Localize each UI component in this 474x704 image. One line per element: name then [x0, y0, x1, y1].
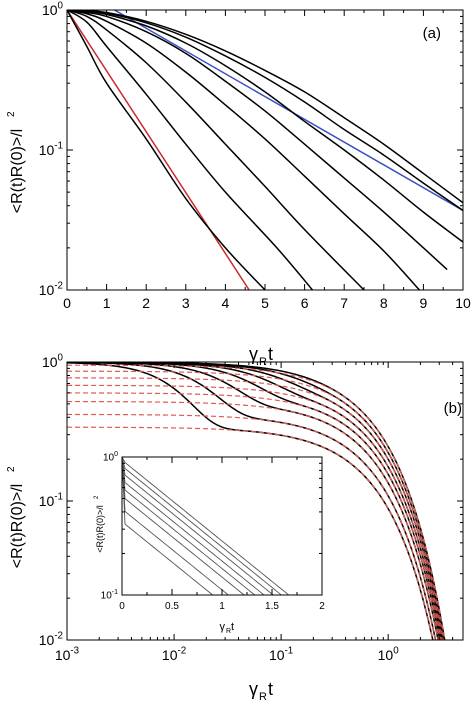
- inset-ylabel-sup: 2: [94, 495, 100, 499]
- inset-plot-area: [122, 457, 290, 595]
- panel-b-fit-2: [67, 413, 437, 640]
- x-tick-label: 4: [222, 295, 230, 311]
- panel-a-axes: 0 1 2 3 4 5 6 7 8 9 10 10-2 10-1 100: [39, 1, 471, 311]
- panel-b-xlabel-sub: R: [259, 691, 267, 703]
- x-tick-label: 6: [301, 295, 309, 311]
- x-tick-label: 10-1: [269, 646, 293, 663]
- x-tick-label: 10-2: [162, 646, 186, 663]
- panel-a-xlabel-main: γ: [249, 344, 258, 364]
- x-tick-label: 1.5: [265, 601, 279, 612]
- inset-xlabel-main: γ: [220, 621, 226, 633]
- y-tick-label: 10-2: [39, 281, 63, 298]
- inset-xlabel-sub: R: [226, 628, 231, 635]
- x-tick-label: 0: [63, 295, 71, 311]
- x-tick-label: 8: [380, 295, 388, 311]
- panel-a-series-line-7: [67, 10, 448, 271]
- panel-a-series-line-6: [67, 10, 420, 290]
- panel-b-fit-4: [67, 392, 441, 640]
- x-tick-label: 0: [119, 601, 125, 612]
- x-tick-label: 10-3: [55, 646, 80, 663]
- panel-b-fit-5: [67, 384, 442, 640]
- inset-curve-6: [122, 457, 274, 595]
- panel-a-series-line-4: [67, 10, 314, 290]
- x-tick-label: 2: [142, 295, 150, 311]
- x-tick-label: 0.5: [165, 601, 179, 612]
- inset-xlabel-tail: t: [231, 621, 234, 633]
- x-tick-label: 9: [420, 295, 428, 311]
- x-tick-label: 1: [219, 601, 225, 612]
- inset-curve-4: [122, 457, 256, 595]
- panel-b-label: (b): [444, 400, 462, 417]
- y-tick-label: 100: [103, 451, 118, 464]
- panel-a-xlabel-tail: t: [268, 344, 273, 364]
- panel-a-ylabel: <R(t)R(0)>/l: [9, 129, 26, 213]
- panel-b-ylabel-sup: 2: [6, 466, 17, 472]
- inset-curve-8: [122, 457, 290, 595]
- panel-a-series-line-1: [67, 10, 250, 290]
- inset-axes: 0 0.5 1 1.5 2 10-1 100: [101, 451, 326, 612]
- axes-frame: [66, 9, 464, 291]
- y-tick-label: 100: [42, 353, 64, 370]
- inset-curve-2: [122, 457, 230, 595]
- y-tick-label: 10-1: [101, 589, 118, 602]
- x-tick-label: 100: [378, 646, 400, 663]
- inset-curve-7: [122, 457, 283, 595]
- panel-b-xlabel-tail: t: [268, 679, 273, 699]
- inset-curve-5: [122, 457, 265, 595]
- y-tick-label: 10-1: [39, 141, 63, 158]
- inset-ylabel: <R(t)R(0)>/l: [95, 505, 105, 553]
- y-tick-label: 10-1: [39, 492, 63, 509]
- panel-a-plot-area: [67, 10, 463, 290]
- panel-a-series-line-10: [67, 10, 463, 204]
- panel-b-inset: 0 0.5 1 1.5 2 10-1 100 γ R t <R(t)R(0)>/l 2: [94, 451, 326, 635]
- x-tick-label: 10: [455, 295, 471, 311]
- x-tick-label: 1: [103, 295, 111, 311]
- y-tick-label: 100: [42, 1, 64, 18]
- panel-b-ylabel: <R(t)R(0)>/l: [9, 484, 26, 568]
- panel-a-label: (a): [423, 25, 441, 42]
- inset-curve-3: [122, 457, 245, 595]
- panel-b-xlabel-main: γ: [249, 679, 258, 699]
- panel-b-fit-1: [67, 426, 434, 640]
- panel-b-fit-3: [67, 400, 439, 640]
- x-tick-label: 7: [340, 295, 348, 311]
- y-tick-label: 10-2: [39, 631, 63, 648]
- panel-a-series-line-3: [67, 10, 266, 290]
- x-tick-label: 3: [182, 295, 190, 311]
- panel-a-ylabel-sup: 2: [6, 111, 17, 117]
- x-tick-label: 5: [261, 295, 269, 311]
- panel-a-series-line-5: [67, 10, 365, 290]
- inset-background: [118, 455, 326, 598]
- inset-curve-1: [122, 457, 214, 595]
- panel-b-fit-8: [67, 364, 446, 640]
- panel-a-series-line-8: [67, 10, 463, 243]
- x-tick-label: 2: [319, 601, 325, 612]
- panel-b-fit-6: [67, 377, 444, 640]
